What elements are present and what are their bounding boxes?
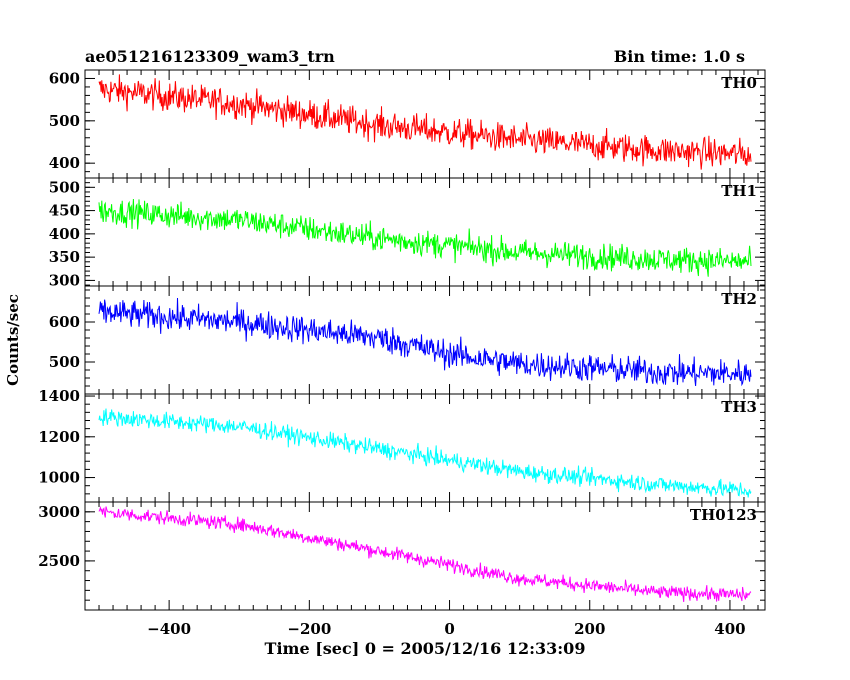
- panel-name-th0: TH0: [721, 74, 757, 92]
- y-tick-label: 450: [49, 202, 80, 220]
- panel-frame: [84, 285, 766, 395]
- panel-name-th0123: TH0123: [690, 506, 757, 524]
- y-axis-label: Counts/sec: [4, 294, 22, 386]
- chart-title: ae051216123309_wam3_trn: [85, 47, 335, 66]
- y-tick-label: 500: [49, 178, 80, 196]
- x-ticks-layer: −400 −200 0 200 400: [147, 620, 745, 638]
- y-tick-label: 400: [49, 225, 80, 243]
- y-tick-label: 1400: [38, 387, 80, 405]
- y-tick-label: 500: [49, 353, 80, 371]
- y-tick-label: 400: [49, 154, 80, 172]
- y-tick-label: 350: [49, 248, 80, 266]
- panel-name-th3: TH3: [721, 398, 757, 416]
- panel-th1: 300 350 400 450 500 TH1: [49, 177, 766, 289]
- panel-th2: 500 600 TH2: [49, 285, 766, 395]
- panel-frame: [84, 501, 766, 611]
- panels-layer: 400 500 600 TH0 300 350 400 450 500 TH1 500 600 TH2 1…: [38, 69, 766, 611]
- x-tick-label: 400: [714, 620, 745, 638]
- panel-name-th2: TH2: [721, 290, 757, 308]
- y-tick-label: 1200: [38, 428, 80, 446]
- series-line-th0: [98, 74, 752, 170]
- y-tick-label: 300: [49, 271, 80, 289]
- series-line-th2: [98, 297, 752, 387]
- panel-frame: [84, 177, 766, 287]
- series-line-th3: [98, 408, 752, 498]
- panel-th0123: 2500 3000 TH0123: [38, 501, 766, 611]
- y-tick-label: 500: [49, 112, 80, 130]
- y-tick-label: 600: [49, 69, 80, 87]
- y-tick-label: 600: [49, 313, 80, 331]
- panel-th0: 400 500 600 TH0: [49, 69, 766, 179]
- x-tick-label: −200: [287, 620, 331, 638]
- panel-th3: 1000 1200 1400 TH3: [38, 387, 766, 503]
- y-tick-label: 1000: [38, 469, 80, 487]
- x-axis-label: Time [sec] 0 = 2005/12/16 12:33:09: [265, 639, 586, 658]
- panel-name-th1: TH1: [721, 182, 757, 200]
- x-tick-label: 0: [444, 620, 454, 638]
- series-line-th1: [98, 198, 752, 277]
- y-tick-label: 3000: [38, 503, 80, 521]
- x-tick-label: 200: [574, 620, 605, 638]
- series-line-th0123: [98, 505, 752, 603]
- bin-time-label: Bin time: 1.0 s: [614, 47, 745, 66]
- x-tick-label: −400: [147, 620, 191, 638]
- y-tick-label: 2500: [38, 552, 80, 570]
